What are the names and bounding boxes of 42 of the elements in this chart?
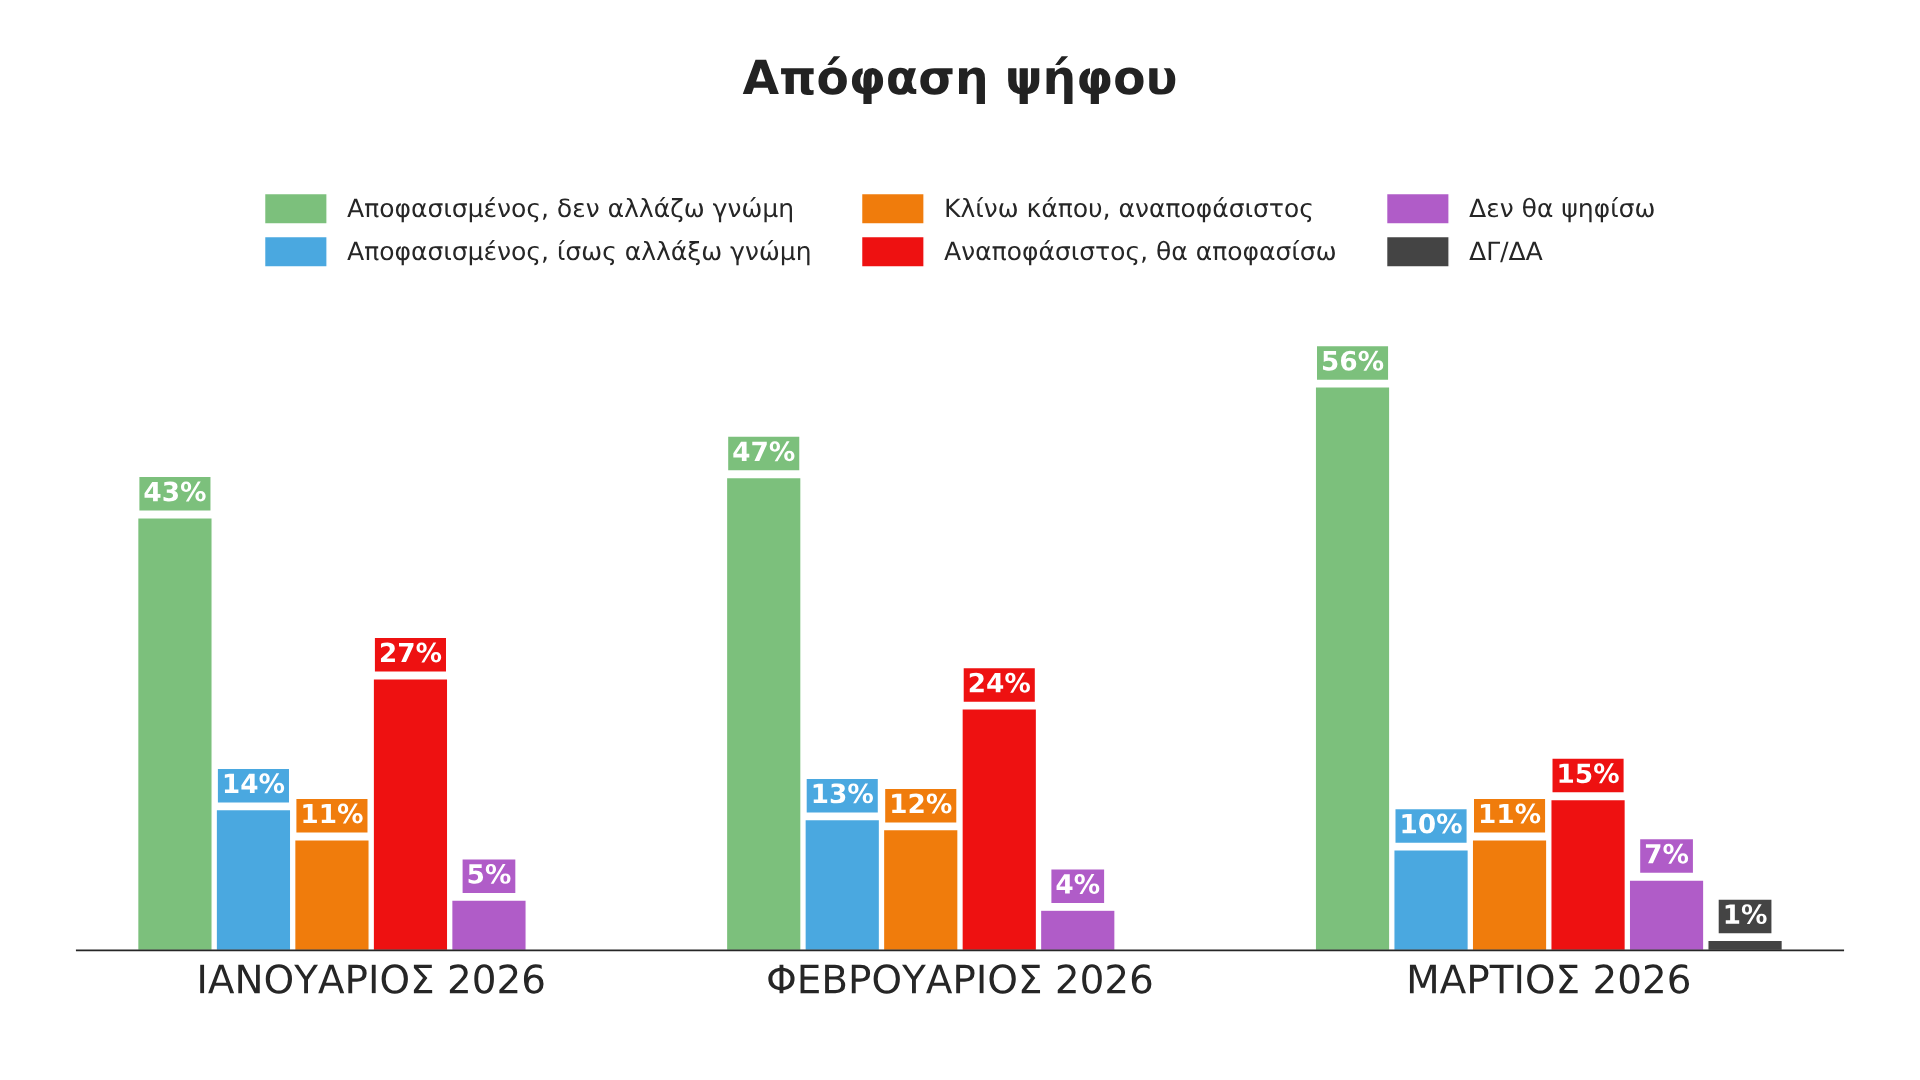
data-label: 11% [303, 803, 363, 824]
legend-label: Αποφασισμένος, δεν αλλάζω γνώμη [347, 196, 792, 223]
data-label: 56% [1322, 350, 1384, 371]
bar [1314, 386, 1391, 951]
bar [215, 808, 292, 951]
data-label: 14% [224, 773, 285, 794]
data-label: 27% [380, 642, 442, 663]
bar [1628, 879, 1705, 951]
x-tick-label: ΙΑΝΟΥΑΡΙΟΣ 2026 [200, 964, 544, 994]
x-tick-label: ΜΑΡΤΙΟΣ 2026 [1409, 964, 1690, 994]
bar [1707, 939, 1784, 951]
legend-label: Κλίνω κάπου, αναποφάσιστος [946, 196, 1312, 223]
bar [804, 818, 881, 951]
bar [725, 476, 802, 951]
chart-title: Απόφαση ψήφου [742, 56, 1176, 104]
legend-label: Αποφασισμένος, ίσως αλλάξω γνώμη [347, 239, 810, 266]
legend-label: Δεν θα ψηφίσω [1469, 196, 1654, 223]
data-label: 7% [1645, 843, 1689, 864]
legend-label: Αναποφάσιστος, θα αποφασίσω [944, 239, 1335, 266]
bar [372, 678, 449, 951]
bar [1550, 798, 1627, 951]
data-label: 5% [468, 863, 511, 884]
bar [1393, 849, 1470, 951]
data-label: 4% [1056, 873, 1100, 894]
bar [1471, 839, 1548, 951]
data-label: 24% [969, 672, 1030, 693]
data-label: 15% [1559, 763, 1619, 784]
data-label: 1% [1725, 904, 1767, 925]
data-label: 12% [892, 793, 952, 814]
bar [961, 708, 1038, 951]
bar [882, 828, 959, 951]
legend-label: ΔΓ/ΔΑ [1469, 241, 1543, 263]
bar [450, 899, 527, 951]
bar [1039, 909, 1116, 951]
bar [136, 517, 213, 951]
x-tick-label: ΦΕΒΡΟΥΑΡΙΟΣ 2026 [768, 964, 1152, 994]
data-label: 47% [733, 441, 795, 462]
data-label: 43% [144, 481, 206, 502]
data-label: 10% [1402, 813, 1462, 834]
data-label: 13% [813, 783, 873, 804]
data-label: 11% [1480, 803, 1541, 824]
bar [293, 839, 370, 951]
